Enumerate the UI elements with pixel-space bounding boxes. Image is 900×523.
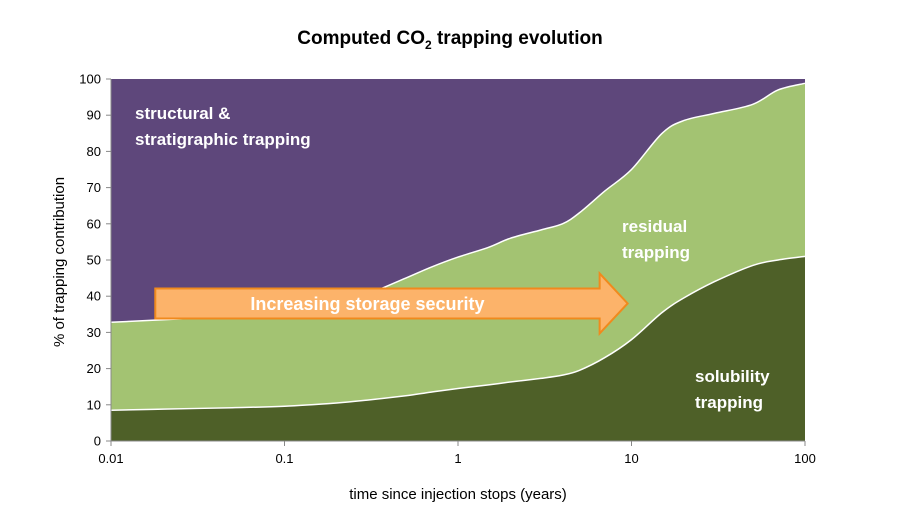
x-tick-label: 0.1 xyxy=(275,451,293,466)
x-tick-label: 1 xyxy=(454,451,461,466)
area-labels-group: solubility trapping residual trapping struct… xyxy=(135,104,770,412)
increasing-security-arrow xyxy=(154,270,630,336)
area-label-structural-stratigraphic-trapping: stratigraphic trapping xyxy=(135,130,311,149)
y-tick-label: 80 xyxy=(87,144,101,159)
area-label-structural-stratigraphic-trapping: structural & xyxy=(135,104,230,123)
x-tick-label: 100 xyxy=(794,451,816,466)
y-tick-label: 20 xyxy=(87,361,101,376)
y-tick-label: 90 xyxy=(87,108,101,123)
x-tick-label: 10 xyxy=(624,451,638,466)
y-tick-label: 100 xyxy=(79,72,101,87)
chart-title: Computed CO2 trapping evolution xyxy=(297,28,603,52)
area-solubility-trapping xyxy=(111,256,805,441)
annotation-arrow-group: Increasing storage security xyxy=(154,270,630,336)
y-tick-label: 70 xyxy=(87,180,101,195)
area-label-solubility-trapping: solubility xyxy=(695,367,770,386)
x-axis-label: time since injection stops (years) xyxy=(349,486,567,503)
y-tick-label: 10 xyxy=(87,397,101,412)
boundary-solubility-trapping xyxy=(110,255,806,411)
y-axis-label: % of trapping contribution xyxy=(51,177,68,347)
area-label-residual-trapping: trapping xyxy=(622,243,690,262)
x-tick-label: 0.01 xyxy=(98,451,123,466)
area-label-solubility-trapping: trapping xyxy=(695,393,763,412)
y-tick-label: 50 xyxy=(87,253,101,268)
y-tick-label: 40 xyxy=(87,289,101,304)
area-label-residual-trapping: residual xyxy=(622,217,687,236)
arrow-label: Increasing storage security xyxy=(250,294,484,314)
axes-group: 0 10 20 30 40 50 60 70 80 90 100 0.01 0.1 1 10 100 xyxy=(79,72,816,467)
y-tick-label: 60 xyxy=(87,216,101,231)
y-tick-label: 0 xyxy=(94,434,101,449)
y-tick-label: 30 xyxy=(87,325,101,340)
area-series-group xyxy=(110,79,806,442)
